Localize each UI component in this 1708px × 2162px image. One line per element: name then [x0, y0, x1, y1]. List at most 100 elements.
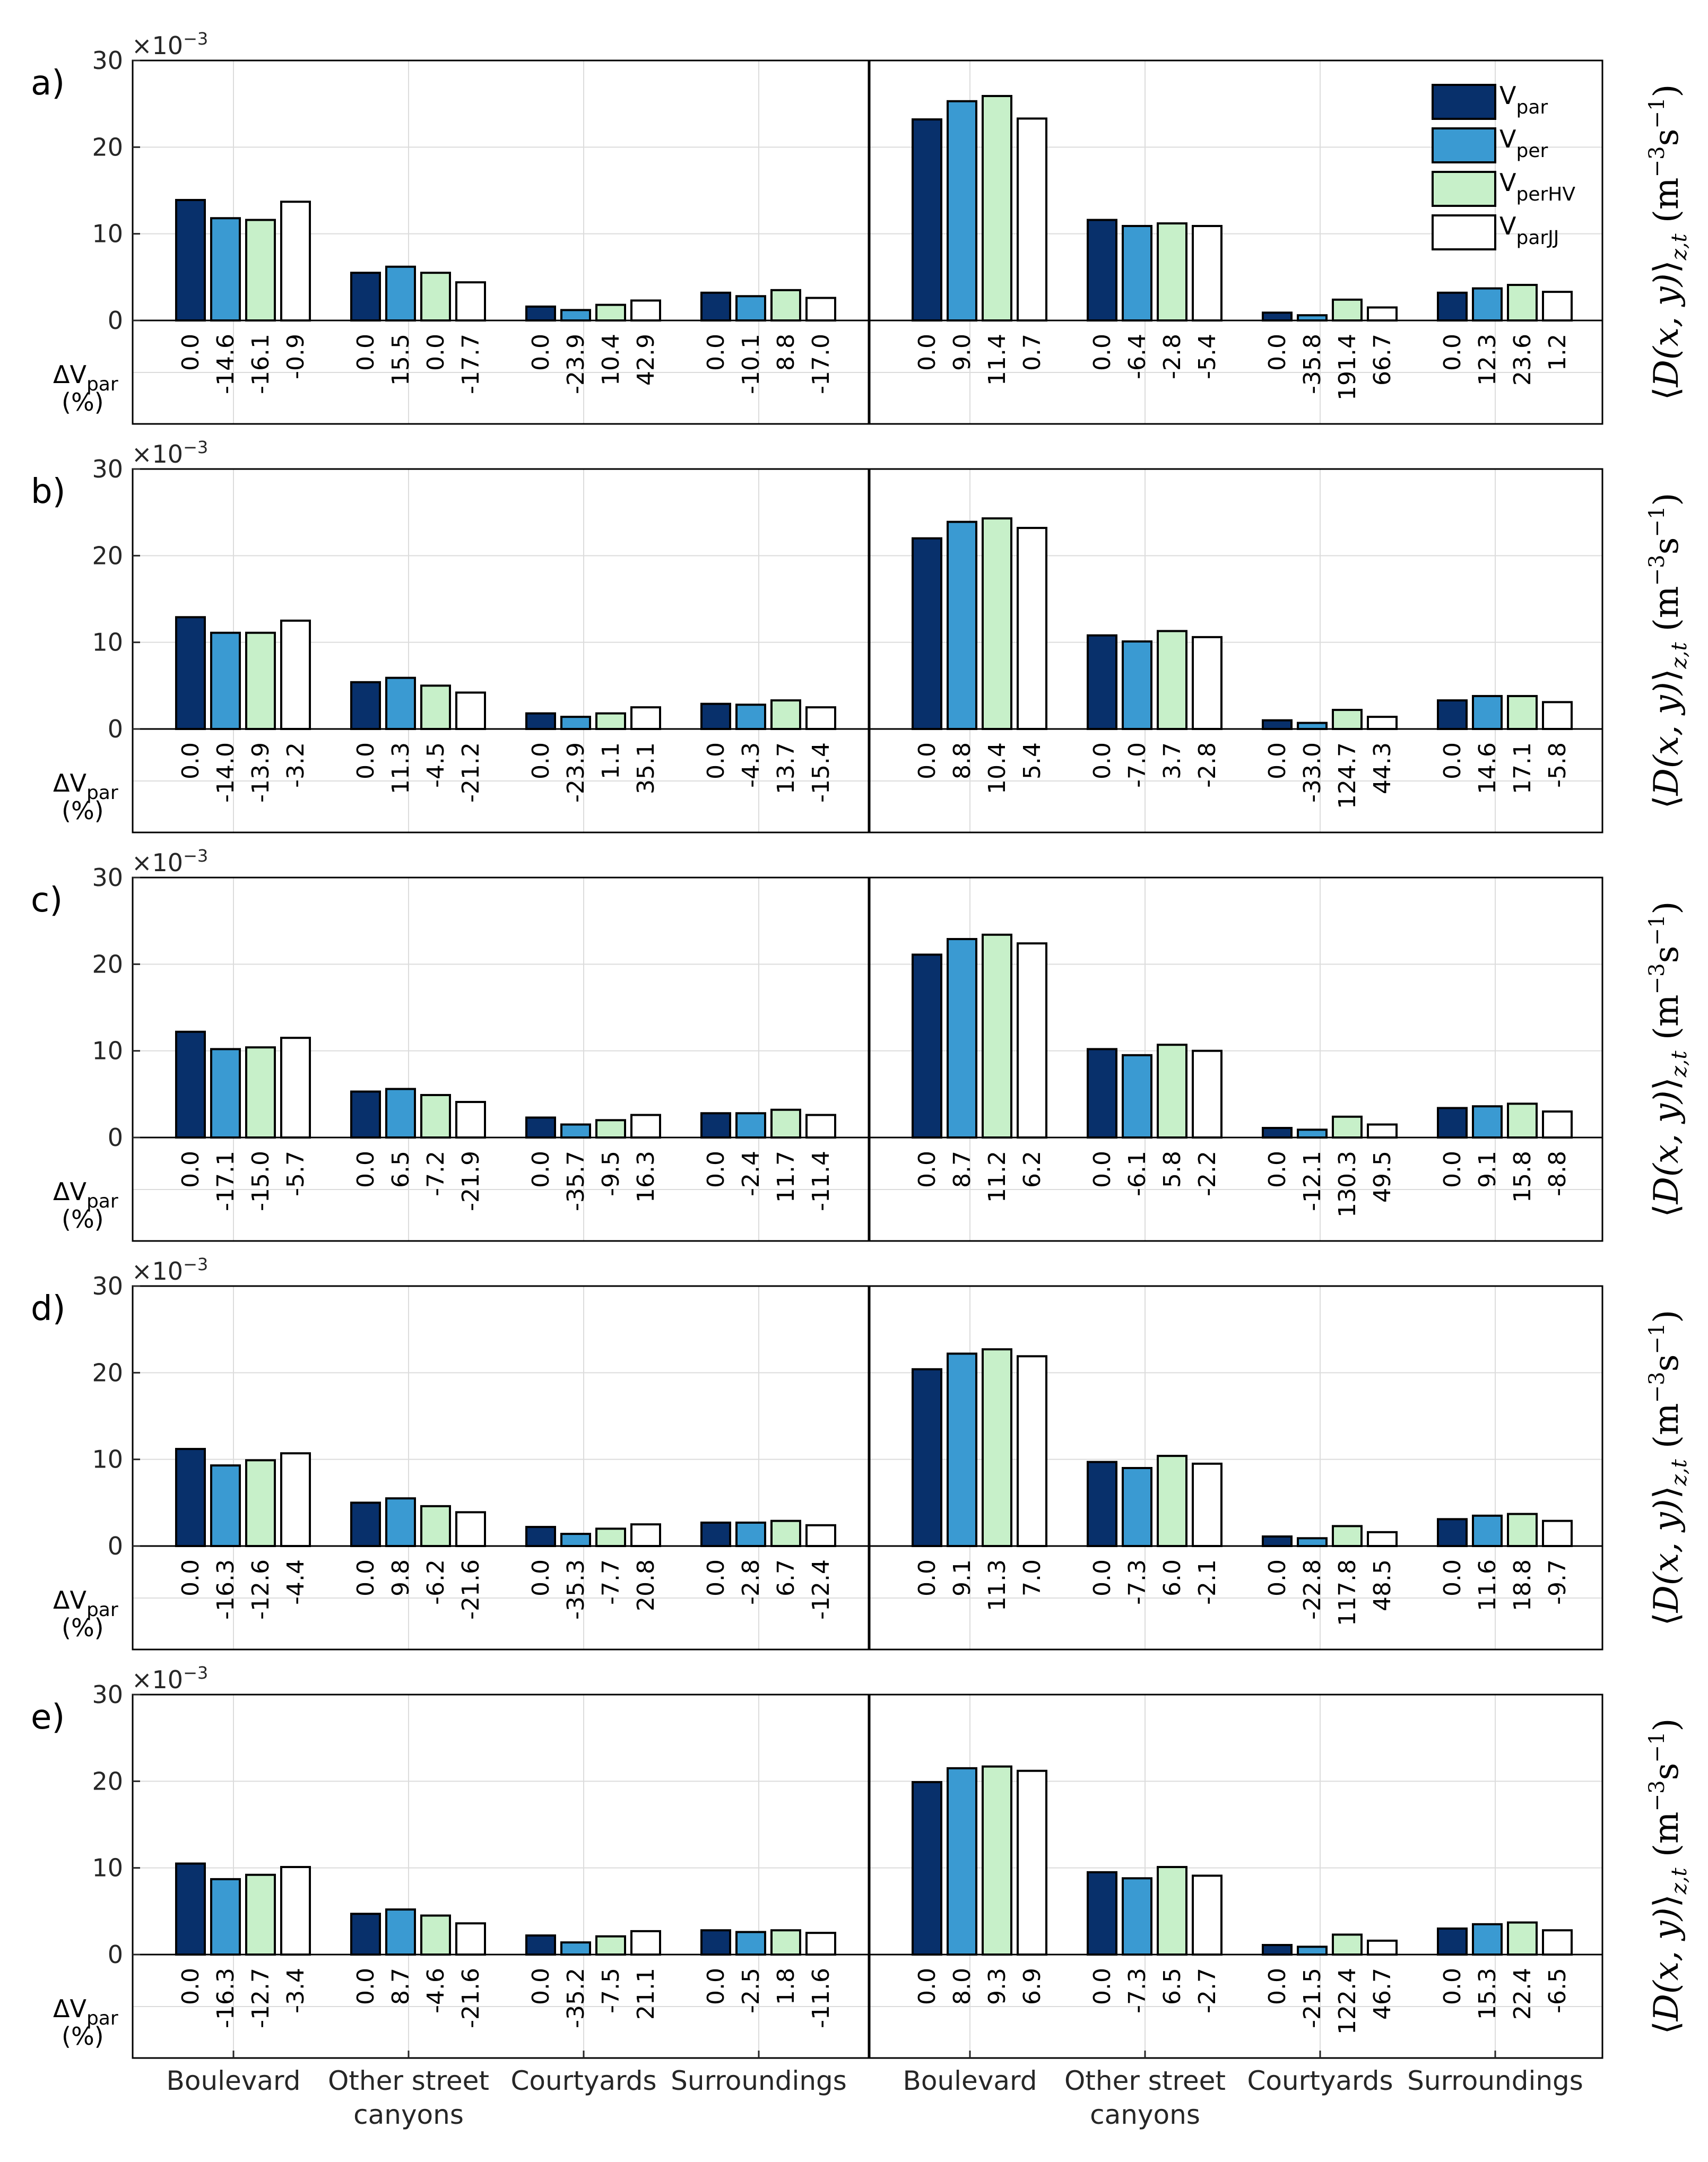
pct-label: 0.0 — [1439, 1968, 1466, 2005]
pct-label: 6.0 — [1159, 1559, 1186, 1596]
y-tick-label: 20 — [92, 950, 123, 978]
bar-VparJJ — [455, 1101, 486, 1139]
y-tick-label: 10 — [92, 628, 123, 657]
bar-VperHV — [982, 1765, 1012, 1956]
panel-e: e) 0.0 -16.3 -12.7 -3.4 0.0 8.7 -4.6 -21.6 0.0 -35… — [31, 1663, 1692, 2059]
pct-label: 8.8 — [773, 334, 800, 371]
pct-label: 0.0 — [1089, 1559, 1116, 1596]
bar-Vper — [947, 1352, 977, 1547]
bar-VperHV — [770, 1929, 801, 1956]
bar-VparJJ — [455, 1922, 486, 1956]
pct-label: -4.5 — [422, 742, 449, 788]
subplot-right: 0.0 9.1 11.3 7.0 0.0 -7.3 6.0 -2.1 0.0 -22.8 117.8… — [869, 1286, 1602, 1649]
bar-VperHV — [595, 712, 626, 730]
pct-label: -11.4 — [808, 1151, 835, 1211]
pct-label: -9.5 — [597, 1151, 625, 1196]
panel-frame — [132, 468, 1603, 833]
pct-label: -2.2 — [1194, 1151, 1221, 1196]
panel-frame — [132, 1694, 1603, 2059]
bar-VparJJ — [455, 281, 486, 322]
pct-label: 42.9 — [632, 334, 660, 386]
pct-label: 11.3 — [387, 742, 414, 794]
bar-Vpar — [175, 1448, 206, 1547]
bar-Vpar — [525, 1934, 556, 1956]
bar-Vper — [1122, 1877, 1152, 1956]
bar-Vper — [1472, 1514, 1503, 1547]
y-axis-label: ⟨D(x, y)⟩z,t (m−3s−1) — [1645, 493, 1692, 809]
pct-label: -8.8 — [1544, 1151, 1571, 1196]
bar-Vper — [1297, 722, 1328, 730]
bar-Vpar — [350, 1913, 381, 1956]
bar-Vpar — [350, 1501, 381, 1547]
y-tick-label: 20 — [92, 133, 123, 161]
bar-VperHV — [1332, 1525, 1363, 1548]
bar-Vpar — [700, 291, 731, 322]
bar-VparJJ — [455, 691, 486, 731]
delta-label: ΔVpar — [53, 1177, 118, 1212]
bar-Vpar — [175, 1862, 206, 1956]
subplot-left: 0.0 -14.0 -13.9 -3.2 0.0 11.3 -4.5 -21.2 0.0 -23.… — [133, 469, 869, 832]
pct-label: -33.0 — [1299, 742, 1326, 803]
pct-label: 11.3 — [984, 1559, 1011, 1611]
x-tick-label: Boulevard — [903, 2065, 1037, 2096]
bar-VparJJ — [630, 706, 661, 730]
y-tick-label: 30 — [92, 1680, 123, 1709]
pct-label: 1.8 — [773, 1968, 800, 2005]
pct-label: -2.8 — [738, 1559, 765, 1605]
pct-label: 0.0 — [1439, 334, 1466, 371]
pct-label: 0.0 — [1264, 334, 1291, 371]
bar-Vpar — [700, 1929, 731, 1956]
pct-label: 0.0 — [352, 334, 379, 371]
pct-label: 0.0 — [703, 742, 730, 779]
x-tick-label: Boulevard — [167, 2065, 301, 2096]
pct-label: -7.3 — [1124, 1559, 1151, 1605]
bar-VperHV — [245, 1873, 276, 1956]
bar-Vpar — [700, 1521, 731, 1547]
bar-Vper — [560, 1533, 591, 1547]
bar-VparJJ — [805, 706, 836, 730]
pct-label: -14.0 — [212, 742, 239, 803]
pct-label: -14.6 — [212, 334, 239, 394]
pct-label: 35.1 — [632, 742, 660, 794]
bar-Vpar — [1087, 1871, 1117, 1956]
bar-VparJJ — [1192, 224, 1223, 322]
pct-label: 5.4 — [1019, 742, 1046, 779]
bar-Vpar — [700, 1112, 731, 1139]
delta-label: ΔVpar — [53, 1586, 118, 1621]
pct-label: -16.3 — [212, 1968, 239, 2028]
pct-label: -17.7 — [457, 334, 484, 394]
pct-label: 6.5 — [1159, 1968, 1186, 2005]
bar-VparJJ — [1367, 1939, 1398, 1956]
bar-Vper — [1297, 1128, 1328, 1139]
bar-Vper — [210, 1878, 241, 1956]
scale-label: ×10−3 — [132, 1663, 208, 1694]
pct-label: -16.3 — [212, 1559, 239, 1620]
bar-VparJJ — [455, 1511, 486, 1548]
bar-Vper — [385, 1497, 416, 1548]
y-tick-label: 20 — [92, 541, 123, 570]
panel-frame — [132, 876, 1603, 1242]
bar-VparJJ — [1017, 942, 1047, 1139]
bar-Vper — [947, 1767, 977, 1956]
pct-label: 6.7 — [773, 1559, 800, 1596]
bar-VparJJ — [280, 201, 311, 322]
bar-VparJJ — [1542, 291, 1573, 322]
pct-label: -2.8 — [1194, 742, 1221, 788]
bar-VperHV — [595, 1119, 626, 1139]
pct-label: -17.1 — [212, 1151, 239, 1211]
pct-label: 22.4 — [1509, 1968, 1536, 2020]
legend-swatch — [1432, 214, 1496, 250]
x-tick-label: Courtyards — [1247, 2065, 1393, 2096]
bar-VperHV — [1157, 222, 1187, 322]
scale-label: ×10−3 — [132, 846, 208, 877]
delta-label: ΔVpar — [53, 769, 118, 804]
bar-VperHV — [982, 1348, 1012, 1548]
y-tick-label: 0 — [108, 306, 123, 335]
x-tick-label: Courtyards — [510, 2065, 656, 2096]
pct-label: 49.5 — [1369, 1151, 1396, 1203]
pct-label: 11.2 — [984, 1151, 1011, 1203]
bar-VparJJ — [1367, 716, 1398, 730]
bar-VperHV — [245, 1046, 276, 1139]
pct-label: -2.7 — [1194, 1968, 1221, 2013]
bar-VparJJ — [280, 1452, 311, 1548]
